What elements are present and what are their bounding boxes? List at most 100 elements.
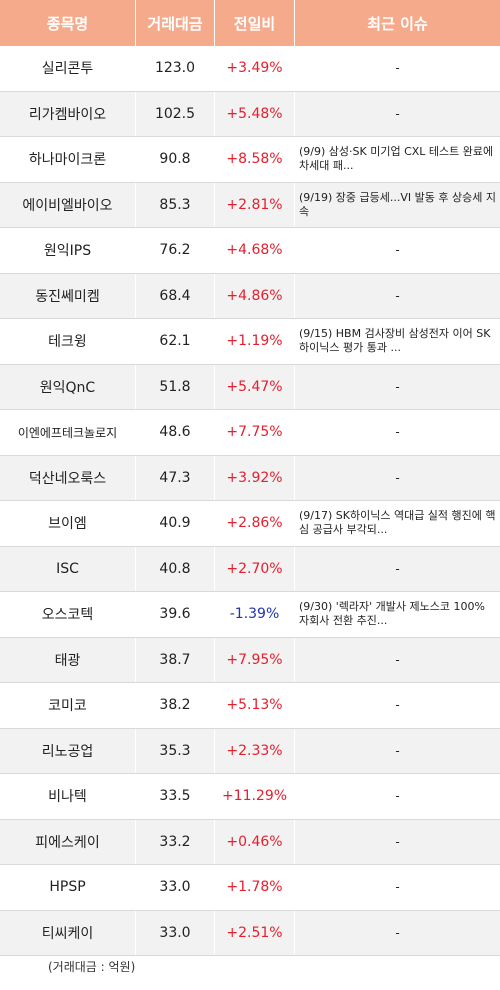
trade-volume: 33.0 (136, 865, 215, 910)
recent-issue: - (295, 92, 500, 137)
table-row: 하나마이크론 90.8 +8.58% (9/9) 삼성·SK 미기업 CXL 테스트 … (0, 137, 500, 183)
table-row: 오스코텍 39.6 -1.39% (9/30) '렉라자' 개발사 제노스코 100%… (0, 592, 500, 638)
stock-name: 리노공업 (0, 728, 136, 773)
stock-name: HPSP (0, 865, 136, 910)
stock-name: 브이엠 (0, 501, 136, 546)
stock-name: 실리콘투 (0, 46, 136, 91)
recent-issue: - (295, 865, 500, 910)
recent-issue: - (295, 365, 500, 410)
trade-volume: 40.9 (136, 501, 215, 546)
stock-name: 덕산네오룩스 (0, 455, 136, 500)
price-change: +5.47% (215, 364, 295, 409)
header-issue: 최근 이슈 (367, 14, 428, 33)
table-row: 태광 38.7 +7.95% - (0, 637, 500, 683)
stock-name: 코미코 (0, 683, 136, 728)
recent-issue-text: - (395, 743, 400, 758)
price-change: +2.86% (215, 501, 295, 546)
recent-issue-text: (9/19) 장중 급등세...VI 발동 후 상승세 지속 (299, 190, 496, 218)
price-change: +2.70% (215, 546, 295, 591)
header-name: 종목명 (0, 0, 136, 46)
table-row: 원익IPS 76.2 +4.68% - (0, 228, 500, 274)
recent-issue: - (295, 228, 500, 273)
recent-issue-text: (9/17) SK하이닉스 역대급 실적 행진에 핵심 공급사 부각되... (299, 509, 496, 537)
table-row: 덕산네오룩스 47.3 +3.92% - (0, 455, 500, 501)
footnote-unit: (거래대금 : 억원) (48, 960, 136, 974)
recent-issue: - (295, 911, 500, 956)
recent-issue-text: - (395, 698, 400, 713)
recent-issue-text: - (395, 834, 400, 849)
stock-name: 리가켐바이오 (0, 91, 136, 136)
trade-volume: 48.6 (136, 410, 215, 455)
table-row: HPSP 33.0 +1.78% - (0, 865, 500, 911)
trade-volume: 68.4 (136, 273, 215, 318)
recent-issue-text: - (395, 61, 400, 76)
recent-issue: - (295, 46, 500, 91)
recent-issue-text: (9/15) HBM 검사장비 삼성전자 이어 SK하이닉스 평가 통과 ... (299, 327, 491, 355)
table-row: 에이비엘바이오 85.3 +2.81% (9/19) 장중 급등세...VI 발동 후… (0, 182, 500, 228)
trade-volume: 85.3 (136, 182, 215, 227)
recent-issue-text: (9/9) 삼성·SK 미기업 CXL 테스트 완료에 차세대 패... (299, 145, 494, 173)
recent-issue-text: - (395, 789, 400, 804)
recent-issue: - (295, 547, 500, 592)
recent-issue-text: - (395, 425, 400, 440)
trade-volume: 102.5 (136, 91, 215, 136)
table-body: 실리콘투 123.0 +3.49% - 리가켐바이오 102.5 +5.48% - 하나마이크론… (0, 46, 500, 956)
table-row: 비나텍 33.5 +11.29% - (0, 774, 500, 820)
recent-issue: - (295, 774, 500, 819)
stock-name: 에이비엘바이오 (0, 182, 136, 227)
table-row: 이엔에프테크놀로지 48.6 +7.75% - (0, 410, 500, 456)
price-change: +7.95% (215, 637, 295, 682)
price-change: +5.48% (215, 91, 295, 136)
recent-issue-text: - (395, 379, 400, 394)
recent-issue-text: - (395, 106, 400, 121)
price-change: +7.75% (215, 410, 295, 455)
recent-issue-text: - (395, 652, 400, 667)
recent-issue-text: - (395, 880, 400, 895)
price-change: +1.78% (215, 865, 295, 910)
price-change: +1.19% (215, 319, 295, 364)
stock-name: 티씨케이 (0, 910, 136, 955)
recent-issue-text: - (395, 243, 400, 258)
recent-issue: - (295, 683, 500, 728)
trade-volume: 47.3 (136, 455, 215, 500)
stock-name: 오스코텍 (0, 592, 136, 637)
trade-volume: 33.5 (136, 774, 215, 819)
recent-issue-text: - (395, 925, 400, 940)
table-row: 브이엠 40.9 +2.86% (9/17) SK하이닉스 역대급 실적 행진에 핵심… (0, 501, 500, 547)
recent-issue: - (295, 820, 500, 865)
recent-issue-text: (9/30) '렉라자' 개발사 제노스코 100% 자회사 전환 추진... (299, 600, 485, 628)
stock-name: 동진쎄미켐 (0, 273, 136, 318)
stock-name: 원익IPS (0, 228, 136, 273)
trade-volume: 38.2 (136, 683, 215, 728)
table-row: 리가켐바이오 102.5 +5.48% - (0, 91, 500, 137)
trade-volume: 35.3 (136, 728, 215, 773)
header-change: 전일비 (215, 0, 295, 46)
stock-name: 비나텍 (0, 774, 136, 819)
trade-volume: 33.2 (136, 819, 215, 864)
table-header: 종목명 거래대금 전일비 최근 이슈 (0, 0, 500, 46)
table-row: 리노공업 35.3 +2.33% - (0, 728, 500, 774)
table-row: ISC 40.8 +2.70% - (0, 546, 500, 592)
price-change: +3.49% (215, 46, 295, 91)
trade-volume: 39.6 (136, 592, 215, 637)
table-row: 테크윙 62.1 +1.19% (9/15) HBM 검사장비 삼성전자 이어 SK하… (0, 319, 500, 365)
price-change: +5.13% (215, 683, 295, 728)
trade-volume: 123.0 (136, 46, 215, 91)
stock-name: 태광 (0, 637, 136, 682)
recent-issue: (9/19) 장중 급등세...VI 발동 후 상승세 지속 (295, 183, 500, 228)
price-change: +8.58% (215, 137, 295, 182)
table-row: 동진쎄미켐 68.4 +4.86% - (0, 273, 500, 319)
table-row: 피에스케이 33.2 +0.46% - (0, 819, 500, 865)
trade-volume: 51.8 (136, 364, 215, 409)
recent-issue: - (295, 638, 500, 683)
stock-name: 이엔에프테크놀로지 (0, 410, 136, 455)
recent-issue: (9/17) SK하이닉스 역대급 실적 행진에 핵심 공급사 부각되... (295, 501, 500, 546)
trade-volume: 90.8 (136, 137, 215, 182)
table-row: 코미코 38.2 +5.13% - (0, 683, 500, 729)
recent-issue-text: - (395, 470, 400, 485)
trade-volume: 62.1 (136, 319, 215, 364)
recent-issue: - (295, 274, 500, 319)
recent-issue: - (295, 410, 500, 455)
recent-issue-text: - (395, 288, 400, 303)
trade-volume: 76.2 (136, 228, 215, 273)
